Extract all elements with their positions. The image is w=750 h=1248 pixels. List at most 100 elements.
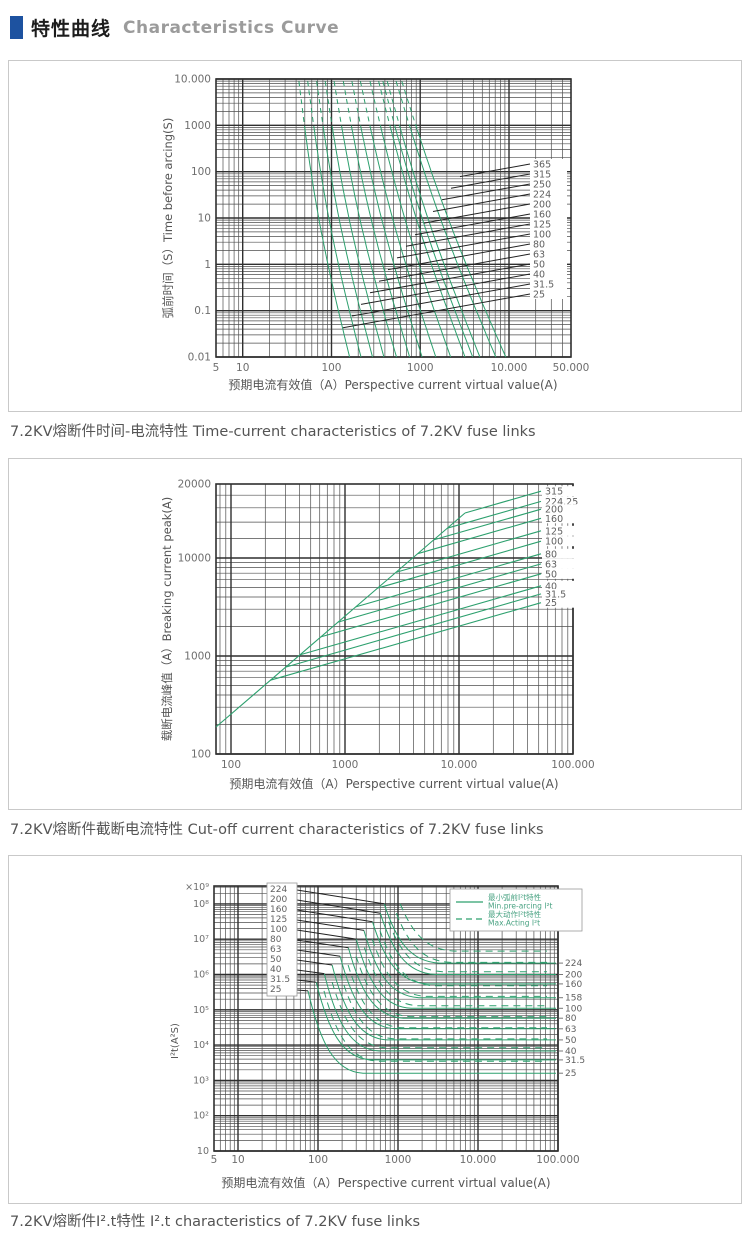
svg-text:63: 63 [545, 559, 557, 570]
i2t-chart: 2242001601251008063504031.52522420016015… [170, 882, 585, 1190]
svg-text:160: 160 [565, 980, 582, 990]
svg-text:25: 25 [270, 985, 281, 995]
svg-text:31.5: 31.5 [545, 589, 566, 600]
svg-text:10⁵: 10⁵ [193, 1005, 209, 1016]
cut-off-chart-panel: 315 224.25 200 160 125 100 80 63 50 40 31.5 25 100 10… [8, 458, 742, 810]
header-accent-bar [10, 16, 23, 39]
svg-text:1000: 1000 [407, 362, 434, 374]
svg-text:1000: 1000 [184, 651, 211, 663]
svg-text:200: 200 [565, 971, 582, 981]
svg-text:Min.pre-arcing I²t: Min.pre-arcing I²t [488, 902, 553, 911]
svg-text:I²t(A²S): I²t(A²S) [170, 1023, 181, 1059]
svg-text:200: 200 [270, 895, 287, 905]
svg-text:80: 80 [545, 549, 557, 560]
svg-text:50: 50 [270, 955, 282, 965]
svg-text:10: 10 [197, 1146, 209, 1157]
svg-text:63: 63 [533, 250, 545, 261]
svg-text:50: 50 [545, 569, 557, 580]
caption-i2t: 7.2KV熔断件I².t特性 I².t characteristics of 7… [10, 1214, 421, 1230]
svg-text:31.5: 31.5 [565, 1056, 585, 1066]
svg-text:250: 250 [533, 180, 551, 191]
svg-text:40: 40 [270, 965, 282, 975]
svg-text:10.000: 10.000 [174, 74, 211, 86]
caption-cut-off: 7.2KV熔断件截断电流特性 Cut-off current character… [10, 822, 544, 838]
svg-text:224: 224 [565, 959, 582, 969]
svg-text:预期电流有效值（A）Perspective current: 预期电流有效值（A）Perspective current virtual va… [228, 377, 557, 392]
svg-text:100: 100 [533, 230, 551, 241]
svg-text:Max.Acting I²t: Max.Acting I²t [488, 919, 540, 928]
svg-text:10: 10 [198, 213, 211, 225]
svg-text:10⁷: 10⁷ [193, 934, 209, 945]
svg-text:10³: 10³ [193, 1075, 209, 1086]
svg-text:63: 63 [270, 945, 281, 955]
svg-text:10000: 10000 [178, 553, 211, 565]
time-current-chart-panel: 365 315 250 224 200 160 125 100 80 63 50 40 31.5 25 5 1… [8, 60, 742, 412]
svg-text:10.000: 10.000 [491, 362, 528, 374]
svg-text:100: 100 [565, 1004, 582, 1014]
svg-text:1: 1 [204, 259, 211, 271]
svg-text:158: 158 [565, 994, 582, 1004]
svg-text:×10⁹: ×10⁹ [185, 882, 209, 893]
svg-text:31.5: 31.5 [533, 280, 554, 291]
svg-text:25: 25 [565, 1069, 576, 1079]
svg-text:80: 80 [565, 1014, 577, 1024]
svg-text:315: 315 [545, 487, 563, 498]
svg-text:预期电流有效值（A）Perspective current: 预期电流有效值（A）Perspective current virtual va… [221, 1175, 550, 1190]
svg-text:100: 100 [191, 166, 211, 178]
svg-text:100: 100 [308, 1154, 328, 1166]
svg-text:315: 315 [533, 170, 551, 181]
svg-text:10⁴: 10⁴ [193, 1040, 209, 1051]
svg-text:224: 224 [270, 885, 287, 895]
svg-text:40: 40 [533, 270, 545, 281]
page-title-en: Characteristics Curve [123, 17, 340, 38]
svg-text:10⁸: 10⁸ [193, 899, 209, 910]
svg-text:365: 365 [533, 160, 551, 171]
svg-text:25: 25 [533, 290, 545, 301]
svg-text:10⁶: 10⁶ [193, 970, 209, 981]
svg-text:100.000: 100.000 [536, 1154, 579, 1166]
svg-text:最大动作I²t特性: 最大动作I²t特性 [488, 909, 542, 919]
svg-text:160: 160 [545, 514, 563, 525]
svg-text:40: 40 [565, 1047, 577, 1057]
svg-text:200: 200 [545, 505, 563, 516]
svg-text:80: 80 [533, 240, 545, 251]
svg-text:100: 100 [270, 925, 287, 935]
svg-text:10²: 10² [193, 1111, 209, 1122]
page-title-zh: 特性曲线 [31, 18, 112, 40]
svg-text:20000: 20000 [178, 479, 211, 491]
svg-text:125: 125 [270, 915, 287, 925]
svg-text:100.000: 100.000 [551, 759, 594, 771]
caption-time-current: 7.2KV熔断件时间-电流特性 Time-current characteris… [10, 424, 536, 440]
svg-text:40: 40 [545, 581, 557, 592]
svg-text:0.01: 0.01 [188, 352, 211, 364]
svg-text:224: 224 [533, 190, 551, 201]
svg-text:5: 5 [211, 1154, 218, 1166]
svg-text:1000: 1000 [184, 120, 211, 132]
svg-text:10.000: 10.000 [460, 1154, 497, 1166]
svg-text:0.1: 0.1 [194, 305, 211, 317]
svg-text:载断电流峰值（A）Breaking current peak: 载断电流峰值（A）Breaking current peak(A) [160, 497, 174, 742]
svg-text:弧前时间（S）Time before arcing(S): 弧前时间（S）Time before arcing(S) [161, 118, 175, 319]
svg-text:200: 200 [533, 200, 551, 211]
svg-text:125: 125 [545, 526, 563, 537]
svg-text:160: 160 [270, 905, 287, 915]
svg-text:50: 50 [565, 1036, 577, 1046]
svg-text:最小弧前I²t特性: 最小弧前I²t特性 [488, 892, 542, 902]
svg-text:50.000: 50.000 [553, 362, 590, 374]
svg-text:10: 10 [236, 362, 249, 374]
svg-text:25: 25 [545, 598, 557, 609]
svg-text:100: 100 [221, 759, 241, 771]
svg-text:1000: 1000 [332, 759, 359, 771]
svg-text:10: 10 [231, 1154, 244, 1166]
svg-text:1000: 1000 [385, 1154, 412, 1166]
svg-text:160: 160 [533, 210, 551, 221]
svg-text:80: 80 [270, 935, 282, 945]
svg-text:10.000: 10.000 [441, 759, 478, 771]
i2t-chart-panel: 224 200 160 125 100 80 63 50 40 31.5 25 224 200 160 15… [8, 855, 742, 1204]
svg-text:100: 100 [321, 362, 341, 374]
svg-text:31.5: 31.5 [270, 975, 290, 985]
svg-text:预期电流有效值（A）Perspective current: 预期电流有效值（A）Perspective current virtual va… [229, 776, 558, 791]
